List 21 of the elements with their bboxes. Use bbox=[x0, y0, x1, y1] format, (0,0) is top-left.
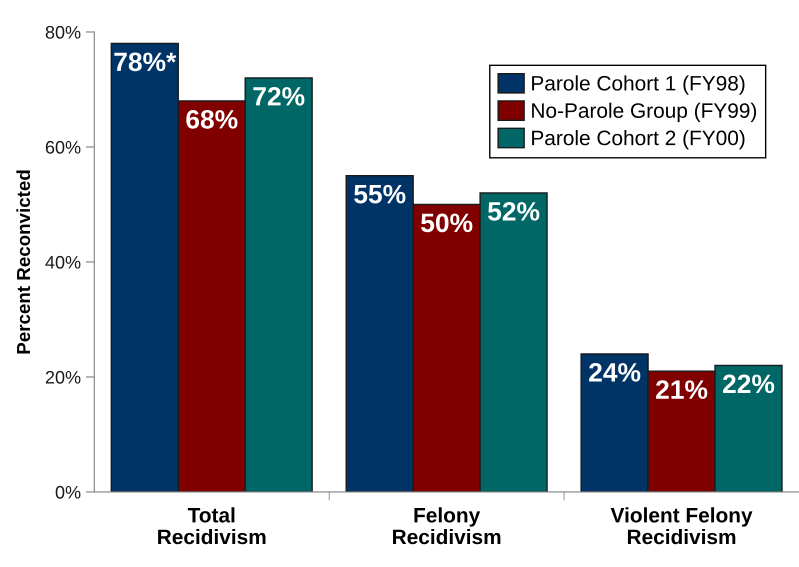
x-tick-label: Total Recidivism bbox=[158, 507, 266, 544]
data-label: 22% bbox=[723, 374, 774, 394]
data-label: 24% bbox=[589, 363, 640, 382]
data-label: 55% bbox=[354, 184, 406, 204]
data-label: 52% bbox=[488, 202, 540, 221]
y-tick-label: 0% bbox=[56, 486, 80, 499]
x-tick-label: Felony Recidivism bbox=[393, 507, 500, 544]
legend-label: Parole Cohort 1 (FY98) bbox=[532, 75, 744, 95]
y-tick-label: 40% bbox=[45, 256, 80, 269]
y-tick-label: 60% bbox=[46, 140, 80, 154]
x-tick-label: Violent Felony Recidivism bbox=[610, 507, 752, 544]
legend-label: No-Parole Group (FY99) bbox=[532, 102, 756, 122]
y-axis-title: Percent Reconvicted bbox=[16, 170, 30, 354]
y-tick-label: 80% bbox=[46, 26, 80, 39]
data-label: 78%* bbox=[114, 52, 176, 72]
data-label: 68% bbox=[186, 110, 238, 129]
legend-label: Parole Cohort 2 (FY00) bbox=[532, 130, 744, 150]
data-label: 50% bbox=[421, 214, 472, 232]
data-label: 72% bbox=[253, 87, 304, 106]
y-tick-label: 20% bbox=[46, 370, 80, 384]
data-label: 21% bbox=[656, 380, 708, 399]
